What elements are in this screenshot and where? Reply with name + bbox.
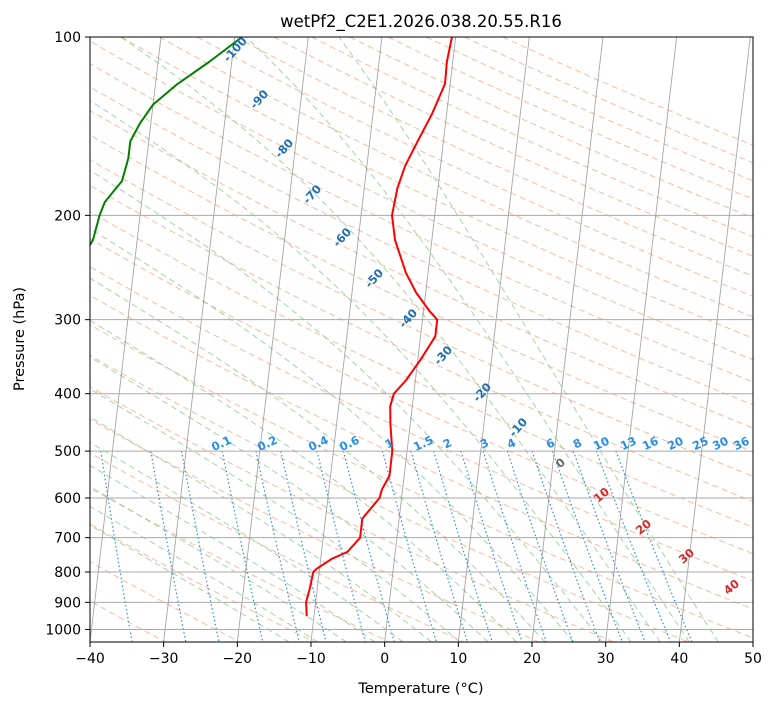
mixing-ratio-line xyxy=(482,450,547,642)
x-axis-tick-label: 50 xyxy=(744,651,762,667)
moist-adiabat-line xyxy=(90,277,546,642)
mixing-ratio-line xyxy=(280,450,327,642)
mixing-ratio-label: 16 xyxy=(640,434,660,453)
x-axis-tick-label: 40 xyxy=(670,651,688,667)
isotherm-line xyxy=(90,37,162,642)
dry-adiabat-line xyxy=(90,238,753,555)
mixing-ratio-line xyxy=(460,450,523,642)
mixing-ratio-line xyxy=(255,450,300,642)
dry-adiabat-line xyxy=(90,63,753,383)
dry-adiabat-line xyxy=(90,184,753,502)
x-axis-tick-label: −40 xyxy=(75,651,105,667)
mixing-ratio-line xyxy=(410,450,469,642)
dry-adiabat-line xyxy=(90,40,753,361)
isotherm-line xyxy=(752,638,753,642)
isotherm-line xyxy=(457,37,530,642)
mixing-ratio-label: 10 xyxy=(591,434,611,453)
dry-adiabat-line xyxy=(197,37,753,297)
y-axis-tick-label: 1000 xyxy=(45,622,81,638)
dry-adiabat-line xyxy=(425,37,753,182)
mixing-ratio-line xyxy=(316,450,366,642)
dry-adiabat-line xyxy=(90,452,465,642)
isotherm-line xyxy=(678,37,751,642)
grid-layer xyxy=(90,37,753,642)
moist-adiabat-line xyxy=(90,505,319,642)
x-axis-tick-label: −10 xyxy=(296,651,326,667)
y-axis-tick-label: 500 xyxy=(54,444,81,460)
isotherm-line xyxy=(236,37,309,642)
dry-adiabat-line xyxy=(90,386,614,642)
dry-adiabat-line xyxy=(90,354,689,642)
moist-adiabat-line xyxy=(90,99,632,642)
moist-adiabat-line xyxy=(90,486,347,642)
y-axis-tick-label: 300 xyxy=(54,313,81,329)
isotherm-line xyxy=(310,37,383,642)
dry-adiabat-line xyxy=(502,37,753,146)
y-axis-tick-label: 600 xyxy=(54,491,81,507)
dry-adiabat-line xyxy=(90,266,753,582)
isotherm-line xyxy=(163,37,236,642)
y-axis-title: Pressure (hPa) xyxy=(12,287,28,391)
x-axis-tick-label: −30 xyxy=(149,651,179,667)
chart-title: wetPf2_C2E1.2026.038.20.55.R16 xyxy=(280,12,562,32)
moist-adiabat-line xyxy=(90,464,376,642)
mixing-ratio-label: 25 xyxy=(690,434,710,453)
x-axis-tick-label: 0 xyxy=(380,651,389,667)
x-axis-tick-label: 10 xyxy=(449,651,467,667)
moist-adiabat-line xyxy=(90,441,404,642)
x-axis-tick-label: 30 xyxy=(597,651,615,667)
moist-adiabat-line xyxy=(90,169,603,642)
moist-adiabat-line xyxy=(120,37,661,642)
y-axis-tick-label: 700 xyxy=(54,531,81,547)
x-axis-title: Temperature (°C) xyxy=(357,681,483,697)
plot-frame xyxy=(89,36,754,643)
moist-adiabat-line xyxy=(90,416,432,642)
mixing-ratio-line xyxy=(595,450,672,642)
dry-adiabat-line xyxy=(120,37,753,339)
mixing-ratio-line xyxy=(433,450,493,642)
mixing-ratio-line xyxy=(531,450,601,642)
mixing-ratio-label: 20 xyxy=(665,434,685,453)
dry-adiabat-line xyxy=(90,324,753,639)
y-axis-tick-label: 800 xyxy=(54,565,81,581)
dry-adiabat-line xyxy=(90,109,753,429)
mixing-ratio-line xyxy=(506,450,574,642)
mixing-ratio-label: 30 xyxy=(710,434,730,453)
isotherm-line xyxy=(384,37,457,642)
dry-adiabat-line xyxy=(90,86,753,406)
plot-background xyxy=(90,37,753,642)
mixing-ratio-line xyxy=(221,450,264,642)
y-axis-tick-label: 400 xyxy=(54,387,81,403)
mixing-ratio-line xyxy=(381,450,437,642)
isotherm-line xyxy=(531,37,604,642)
mixing-ratio-line xyxy=(181,450,220,642)
dry-adiabat-line xyxy=(387,37,753,200)
dry-adiabat-line xyxy=(311,37,753,238)
dry-adiabat-line xyxy=(90,134,753,453)
dewpoint-profile-line xyxy=(90,37,243,247)
moist-adiabat-line xyxy=(90,524,290,642)
y-axis-tick-label: 100 xyxy=(54,30,81,46)
temperature-profile-line xyxy=(305,37,453,617)
mixing-ratio-line xyxy=(615,450,693,642)
dry-adiabat-line xyxy=(235,37,753,277)
moist-adiabat-line xyxy=(338,37,719,642)
isotherm-line xyxy=(605,37,678,642)
series-layer xyxy=(90,37,453,617)
mixing-ratio-label: 36 xyxy=(731,434,751,453)
y-axis-tick-label: 900 xyxy=(54,595,81,611)
moist-adiabat-line xyxy=(245,37,690,642)
x-axis-tick-label: 20 xyxy=(523,651,541,667)
axis-layer: −40 −30 −20 −10 0 10 20 30 40 50 100 200 300 400 500 60… xyxy=(45,30,762,667)
moist-adiabat-line xyxy=(90,228,574,642)
dry-adiabat-line xyxy=(90,159,753,477)
y-axis-tick-label: 200 xyxy=(54,208,81,224)
mixing-ratio-label: 13 xyxy=(618,434,638,453)
x-axis-tick-label: −20 xyxy=(223,651,253,667)
moist-adiabat-line xyxy=(90,356,489,642)
